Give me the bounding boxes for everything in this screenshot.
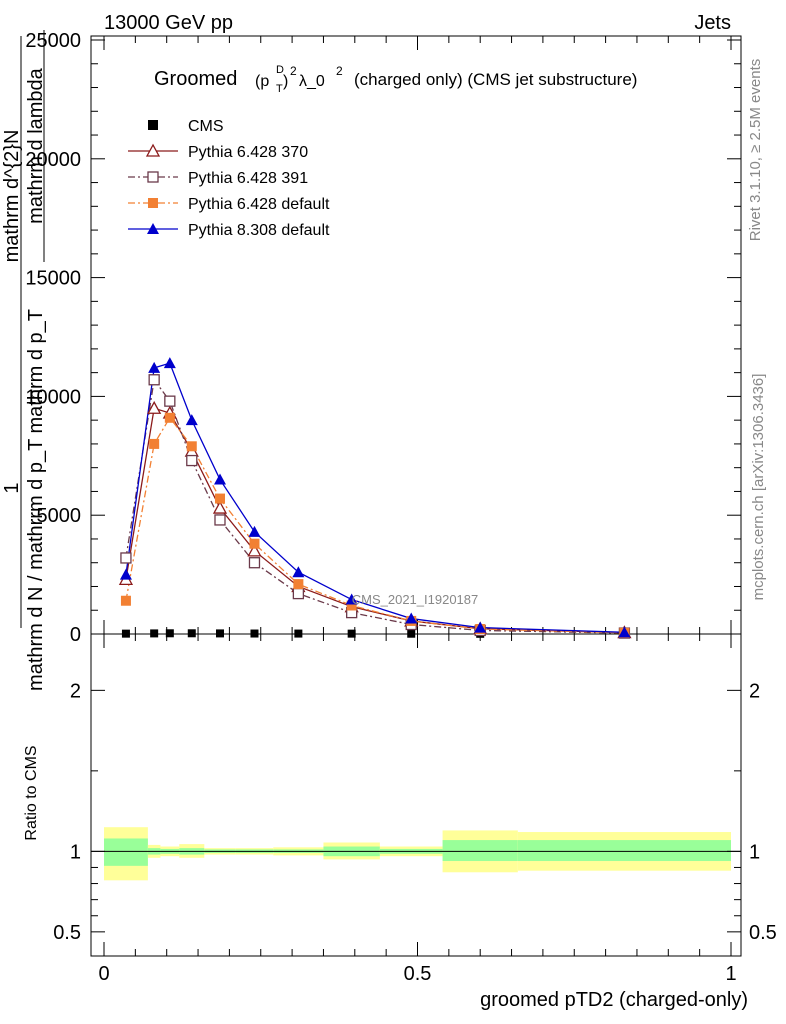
y-tick-label-3: 15000 <box>25 268 81 290</box>
data-point-s0-4 <box>215 629 224 638</box>
svg-text:D: D <box>276 64 284 76</box>
data-point-s0-0 <box>121 629 130 638</box>
data-point-s1-1 <box>147 400 162 414</box>
legend-label-0: CMS <box>188 118 224 135</box>
mcplots-source-label: mcplots.cern.ch [arXiv:1306.3436] <box>750 374 767 601</box>
data-point-s3-1 <box>149 438 160 449</box>
ratio-tick-label-left-1: 1 <box>70 841 81 863</box>
svg-text:mathrm d lambda: mathrm d lambda <box>25 67 47 223</box>
data-point-s1-4 <box>212 500 228 514</box>
legend-label-3: Pythia 6.428 default <box>188 196 330 213</box>
x-axis-label: groomed pTD2 (charged-only) <box>480 989 748 1011</box>
chart-title: Groomed (p D T ) 2 λ_0 2 (charged only) … <box>154 64 637 95</box>
data-point-s2-4 <box>214 514 226 526</box>
legend-label-2: Pythia 6.428 391 <box>188 170 308 187</box>
y-tick-label-2: 10000 <box>25 386 81 408</box>
data-point-s3-6 <box>293 579 304 590</box>
x-tick-label-0: 0 <box>98 963 109 985</box>
svg-text:mathrm d^{2}N: mathrm d^{2}N <box>1 130 23 263</box>
rivet-version-label: Rivet 3.1.10, ≥ 2.5M events <box>747 59 764 242</box>
data-point-s3-7 <box>346 600 357 611</box>
header-process-label: Jets <box>694 12 731 34</box>
data-point-s0-8 <box>407 629 416 638</box>
svg-text:(charged only) (CMS jet substr: (charged only) (CMS jet substructure) <box>354 70 637 89</box>
data-point-s4-1 <box>148 361 161 373</box>
analysis-watermark: CMS_2021_I1920187 <box>352 592 479 607</box>
y-tick-label-1: 5000 <box>37 505 82 527</box>
data-point-s0-5 <box>250 629 259 638</box>
legend-marker-4 <box>147 223 159 234</box>
data-point-s4-10 <box>618 626 631 638</box>
data-point-s3-5 <box>249 538 260 549</box>
data-point-s2-3 <box>186 454 198 467</box>
svg-text:(p: (p <box>255 73 269 90</box>
axis-ticks: 0 0.5 1 0 5000 10000 15000 20000 25000 0.5 0.5 1 1 2 2 <box>25 30 776 985</box>
legend-label-1: Pythia 6.428 370 <box>188 144 308 161</box>
ratio-tick-label-left-0: 0.5 <box>53 922 81 944</box>
header-energy-label: 13000 GeV pp <box>104 12 233 34</box>
svg-text:mathrm d N / mathrrm d p_T mat: mathrm d N / mathrrm d p_T mathrm d p_T <box>25 309 47 691</box>
data-point-s4-0 <box>119 568 132 580</box>
ratio-uncertainty-bands <box>104 827 731 881</box>
ratio-tick-label-left-2: 2 <box>70 680 81 702</box>
legend-marker-2 <box>147 171 159 183</box>
data-point-s3-4 <box>214 493 225 504</box>
svg-text:Groomed: Groomed <box>154 68 237 90</box>
legend-marker-1 <box>145 143 161 157</box>
ratio-band-green-9 <box>442 840 518 862</box>
y-axis-label-main: 1 mathrm d N / mathrrm d p_T mathrm d p_… <box>1 30 47 691</box>
data-point-s4-9 <box>474 621 487 633</box>
data-point-s0-2 <box>165 629 174 638</box>
ratio-plot-frame <box>90 633 742 957</box>
svg-text:1: 1 <box>1 482 23 493</box>
data-point-s0-1 <box>150 629 159 638</box>
data-point-s4-7 <box>345 593 358 605</box>
svg-text:T: T <box>276 83 283 95</box>
data-point-s4-4 <box>213 473 226 485</box>
ratio-tick-label-right-1: 1 <box>749 841 760 863</box>
series-markers <box>118 357 632 639</box>
data-point-s0-6 <box>294 629 303 638</box>
svg-text:2: 2 <box>290 64 297 78</box>
svg-text:): ) <box>283 73 288 90</box>
svg-text:λ_0: λ_0 <box>299 73 325 90</box>
data-point-s3-0 <box>120 595 131 606</box>
legend-marker-3 <box>148 198 158 208</box>
legend-label-4: Pythia 8.308 default <box>188 222 330 239</box>
data-point-s2-6 <box>292 587 305 600</box>
data-point-s4-5 <box>248 525 261 537</box>
data-point-s4-6 <box>292 566 305 578</box>
data-point-s1-5 <box>247 543 262 557</box>
y-tick-label-5: 25000 <box>25 30 81 52</box>
y-tick-label-4: 20000 <box>25 149 81 171</box>
data-point-s2-5 <box>248 557 261 569</box>
svg-text:2: 2 <box>336 64 343 78</box>
data-point-s2-0 <box>120 552 132 564</box>
ratio-tick-label-right-2: 2 <box>749 680 760 702</box>
x-tick-label-2: 1 <box>725 963 736 985</box>
data-point-s3-3 <box>186 441 197 452</box>
data-point-s0-3 <box>187 629 196 638</box>
ratio-tick-label-right-0: 0.5 <box>749 922 777 944</box>
ratio-band-green-0 <box>104 838 148 866</box>
y-tick-label-0: 0 <box>70 624 81 646</box>
data-point-s2-1 <box>148 374 160 386</box>
ratio-band-green-10 <box>517 840 731 862</box>
x-tick-label-1: 0.5 <box>404 963 432 985</box>
data-point-s4-3 <box>185 414 198 426</box>
data-point-s0-7 <box>347 629 356 638</box>
data-point-s4-8 <box>405 612 418 624</box>
data-point-s4-2 <box>163 357 176 369</box>
legend: CMS Pythia 6.428 370 Pythia 6.428 391 Pythi… <box>128 118 330 239</box>
legend-marker-0 <box>148 120 158 130</box>
y-axis-label-ratio: Ratio to CMS <box>23 745 40 840</box>
data-point-s2-2 <box>164 395 176 407</box>
data-point-s3-2 <box>164 412 175 423</box>
